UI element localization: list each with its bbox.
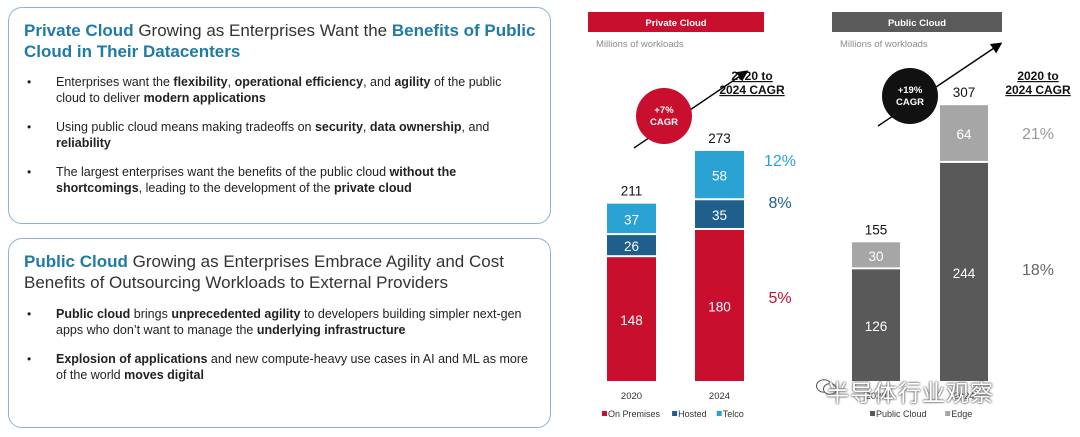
bar-total-label: 273 <box>708 131 731 146</box>
bar-value-label: 64 <box>956 127 972 142</box>
bullet-item: Explosion of applications and new comput… <box>24 351 532 383</box>
legend-label: Hosted <box>678 409 707 419</box>
bar-total-label: 211 <box>621 184 643 199</box>
bar-segment <box>695 230 744 381</box>
legend-label: Public Cloud <box>876 409 927 419</box>
bar-segment <box>695 200 744 228</box>
bar-segment <box>940 105 988 161</box>
title-segment: Public Cloud <box>24 252 128 271</box>
cagr-badge <box>636 88 692 144</box>
series-cagr-label: 21% <box>1022 126 1054 143</box>
cagr-column-header: 2020 to 2024 CAGR <box>719 69 785 97</box>
bar-total-label: 307 <box>953 85 976 100</box>
wechat-icon <box>816 379 837 395</box>
bar-segment <box>607 257 656 381</box>
private-cloud-card: Private Cloud Growing as Enterprises Wan… <box>8 7 551 224</box>
cagr-badge <box>882 68 938 124</box>
bar-value-label: 26 <box>624 239 639 254</box>
chart-subtitle: Millions of workloads <box>840 39 928 50</box>
bar-value-label: 126 <box>865 319 888 334</box>
bullet-item: The largest enterprises want the benefit… <box>24 164 532 196</box>
bar-segment <box>852 242 900 268</box>
chart-title: Private Cloud <box>645 18 706 29</box>
title-segment: Growing as Enterprises Want the <box>133 21 392 40</box>
bar-value-label: 37 <box>624 212 639 227</box>
legend-label: Telco <box>723 409 744 419</box>
cagr-column-header: 2020 to 2024 CAGR <box>1005 69 1071 97</box>
x-tick-label: 2020 <box>865 391 886 402</box>
bar-segment <box>607 203 656 234</box>
bar-value-label: 58 <box>712 169 727 184</box>
legend-swatch <box>672 411 678 416</box>
private-cloud-card-title: Private Cloud Growing as Enterprises Wan… <box>24 20 538 62</box>
title-segment: Benefits of Public Cloud in Their Datace… <box>24 21 536 61</box>
bar-segment <box>607 235 656 256</box>
bar-segment <box>695 150 744 199</box>
bar-value-label: 180 <box>708 300 731 315</box>
bar-value-label: 35 <box>712 208 727 223</box>
x-tick-label: 2024 <box>953 391 974 402</box>
chart-header-bar <box>588 12 764 32</box>
bar-segment <box>852 269 900 381</box>
bullet-item: Enterprises want the flexibility, operat… <box>24 74 532 106</box>
legend-swatch <box>602 411 607 416</box>
series-cagr-label: 5% <box>768 290 791 307</box>
series-cagr-label: 18% <box>1022 262 1054 279</box>
bar-value-label: 244 <box>953 266 976 281</box>
title-segment: Private Cloud <box>24 21 134 40</box>
cagr-badge-label: +19% CAGR <box>896 85 924 108</box>
bar-total-label: 155 <box>865 222 888 237</box>
watermark-text: 半导体行业观察 <box>826 380 994 406</box>
cagr-badge-label: +7% CAGR <box>650 105 678 128</box>
public-cloud-card-title: Public Cloud Growing as Enterprises Embr… <box>24 251 538 293</box>
legend-swatch <box>945 411 951 416</box>
bar-value-label: 148 <box>620 313 643 328</box>
legend-swatch <box>716 411 722 416</box>
series-cagr-label: 12% <box>764 153 796 170</box>
bullet-item: Using public cloud means making tradeoff… <box>24 119 532 151</box>
title-segment: Growing as Enterprises Embrace Agility a… <box>24 252 504 292</box>
public-cloud-bullets: Public cloud brings unprecedented agilit… <box>24 306 532 396</box>
x-tick-label: 2024 <box>709 391 730 402</box>
bar-segment <box>940 162 988 381</box>
series-cagr-label: 8% <box>768 195 791 212</box>
chart-title: Public Cloud <box>888 18 946 29</box>
public-cloud-card: Public Cloud Growing as Enterprises Embr… <box>8 238 551 428</box>
workloads-charts: Private Cloud Millions of workloads +7% CAG… <box>588 12 1071 419</box>
chart-header-bar <box>832 12 1002 32</box>
bar-value-label: 30 <box>868 249 883 264</box>
legend-label: Edge <box>951 409 972 419</box>
legend-swatch <box>870 411 875 416</box>
chart-subtitle: Millions of workloads <box>596 39 684 50</box>
x-tick-label: 2020 <box>621 391 642 402</box>
legend-label: On Premises <box>608 409 661 419</box>
bullet-item: Public cloud brings unprecedented agilit… <box>24 306 532 338</box>
private-cloud-bullets: Enterprises want the flexibility, operat… <box>24 74 532 209</box>
